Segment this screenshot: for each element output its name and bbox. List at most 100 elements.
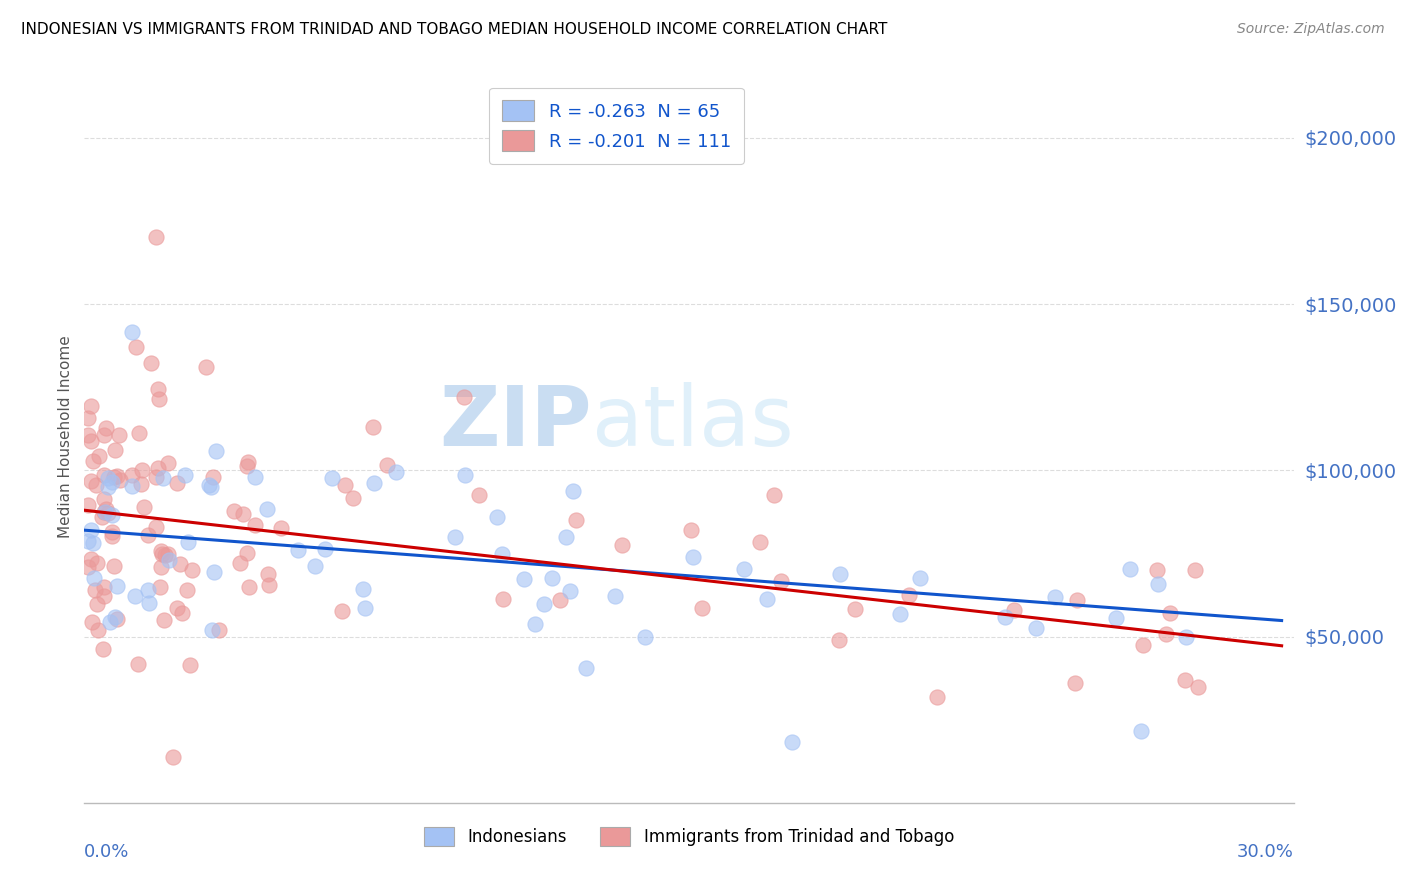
- Point: [748, 535, 770, 549]
- Point: [1184, 563, 1206, 577]
- Point: [146, 383, 169, 397]
- Point: [342, 491, 364, 505]
- Point: [512, 572, 534, 586]
- Text: INDONESIAN VS IMMIGRANTS FROM TRINIDAD AND TOBAGO MEDIAN HOUSEHOLD INCOME CORREL: INDONESIAN VS IMMIGRANTS FROM TRINIDAD A…: [21, 22, 887, 37]
- Point: [238, 580, 260, 594]
- Point: [1025, 621, 1047, 635]
- Point: [93, 580, 115, 594]
- Text: atlas: atlas: [592, 382, 794, 463]
- Point: [314, 542, 336, 557]
- Point: [1159, 606, 1181, 620]
- Point: [84, 478, 107, 492]
- Point: [93, 467, 115, 482]
- Point: [93, 589, 115, 603]
- Point: [828, 567, 851, 582]
- Point: [145, 469, 167, 483]
- Point: [166, 601, 188, 615]
- Point: [134, 500, 156, 515]
- Point: [93, 491, 115, 506]
- Point: [491, 547, 513, 561]
- Point: [97, 480, 120, 494]
- Text: 30.0%: 30.0%: [1237, 843, 1294, 861]
- Point: [555, 530, 578, 544]
- Point: [485, 509, 508, 524]
- Point: [682, 550, 704, 565]
- Point: [77, 560, 100, 574]
- Point: [87, 450, 110, 464]
- Point: [150, 559, 173, 574]
- Point: [994, 610, 1017, 624]
- Point: [208, 623, 231, 637]
- Point: [104, 610, 127, 624]
- Point: [181, 563, 204, 577]
- Point: [172, 606, 194, 620]
- Point: [84, 583, 107, 598]
- Point: [562, 483, 585, 498]
- Point: [908, 571, 931, 585]
- Point: [136, 582, 159, 597]
- Point: [1130, 723, 1153, 738]
- Point: [124, 589, 146, 603]
- Point: [200, 480, 222, 494]
- Point: [104, 443, 127, 458]
- Point: [354, 600, 377, 615]
- Point: [198, 478, 221, 492]
- Point: [79, 475, 101, 489]
- Point: [925, 690, 948, 705]
- Y-axis label: Median Household Income: Median Household Income: [58, 335, 73, 539]
- Point: [129, 477, 152, 491]
- Point: [176, 583, 198, 598]
- Point: [97, 471, 120, 485]
- Point: [77, 498, 100, 512]
- Point: [321, 471, 343, 485]
- Point: [245, 470, 267, 484]
- Point: [103, 558, 125, 573]
- Point: [560, 584, 582, 599]
- Point: [204, 443, 226, 458]
- Point: [86, 597, 108, 611]
- Point: [256, 502, 278, 516]
- Point: [128, 426, 150, 441]
- Point: [533, 598, 555, 612]
- Point: [762, 488, 785, 502]
- Point: [548, 593, 571, 607]
- Point: [149, 580, 172, 594]
- Point: [94, 504, 117, 518]
- Point: [222, 504, 245, 518]
- Point: [121, 325, 143, 339]
- Point: [91, 641, 114, 656]
- Point: [97, 506, 120, 520]
- Point: [201, 623, 224, 637]
- Point: [541, 571, 564, 585]
- Text: ZIP: ZIP: [440, 382, 592, 463]
- Point: [149, 544, 172, 558]
- Point: [93, 428, 115, 442]
- Point: [91, 509, 114, 524]
- Point: [138, 596, 160, 610]
- Point: [1002, 603, 1025, 617]
- Point: [1132, 638, 1154, 652]
- Point: [124, 340, 146, 354]
- Point: [176, 535, 198, 549]
- Point: [127, 657, 149, 672]
- Point: [166, 476, 188, 491]
- Point: [103, 469, 125, 483]
- Point: [101, 529, 124, 543]
- Point: [256, 567, 278, 582]
- Point: [443, 531, 465, 545]
- Point: [80, 399, 103, 413]
- Point: [1154, 627, 1177, 641]
- Point: [77, 411, 100, 425]
- Point: [492, 591, 515, 606]
- Point: [202, 565, 225, 579]
- Point: [610, 538, 633, 552]
- Point: [101, 475, 124, 490]
- Point: [96, 420, 118, 434]
- Point: [733, 562, 755, 576]
- Point: [80, 523, 103, 537]
- Point: [131, 463, 153, 477]
- Point: [157, 547, 180, 561]
- Point: [152, 471, 174, 485]
- Point: [77, 428, 100, 442]
- Point: [80, 434, 103, 449]
